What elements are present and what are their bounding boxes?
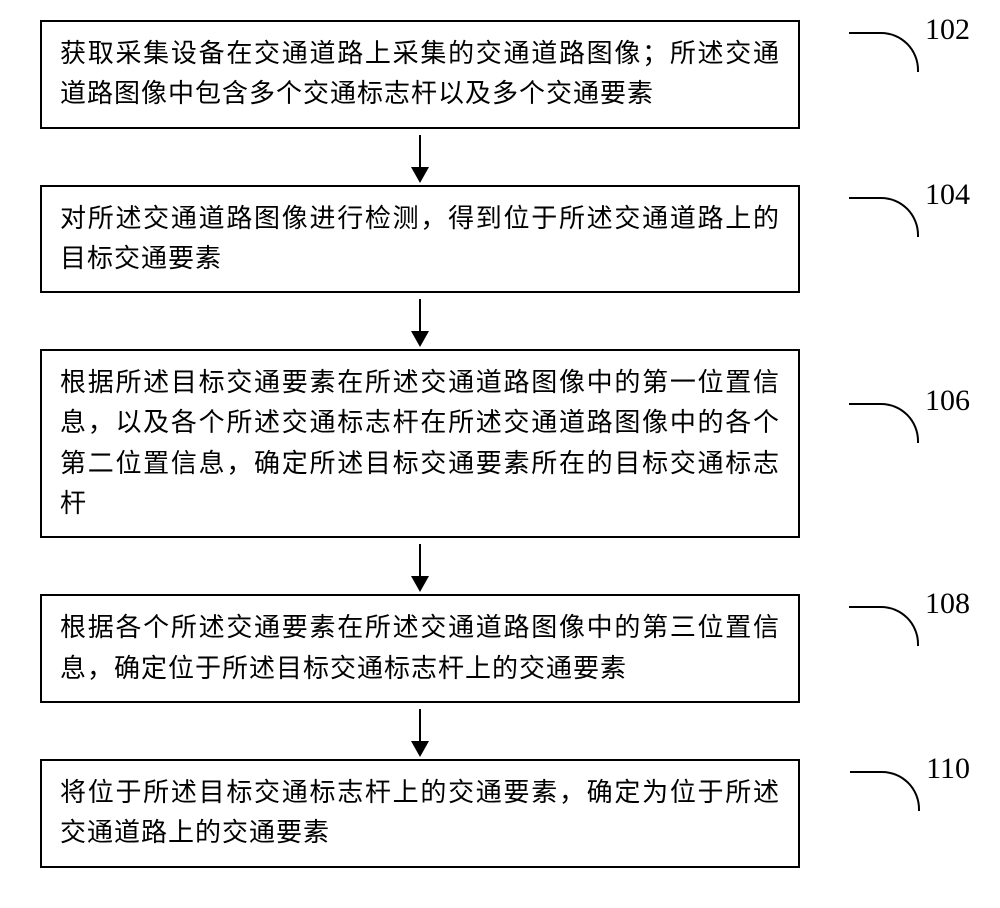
flowchart-step: 对所述交通道路图像进行检测，得到位于所述交通道路上的目标交通要素 104 bbox=[0, 185, 1000, 294]
step-label-connector: 106 bbox=[849, 399, 970, 443]
connector-curve bbox=[849, 197, 919, 237]
step-label: 106 bbox=[925, 384, 970, 418]
connector-curve bbox=[849, 32, 919, 72]
flowchart-step: 将位于所述目标交通标志杆上的交通要素，确定为位于所述交通道路上的交通要素 110 bbox=[0, 759, 1000, 868]
flowchart-container: 获取采集设备在交通道路上采集的交通道路图像；所述交通道路图像中包含多个交通标志杆… bbox=[0, 20, 1000, 868]
flowchart-step: 根据各个所述交通要素在所述交通道路图像中的第三位置信息，确定位于所述目标交通标志… bbox=[0, 594, 1000, 703]
step-label: 104 bbox=[925, 178, 970, 212]
step-label-connector: 102 bbox=[849, 28, 970, 72]
step-text: 根据所述目标交通要素在所述交通道路图像中的第一位置信息，以及各个所述交通标志杆在… bbox=[60, 363, 780, 524]
connector-curve bbox=[850, 771, 920, 811]
arrow-down-icon bbox=[40, 293, 800, 349]
step-label: 110 bbox=[926, 752, 970, 786]
connector-curve bbox=[849, 606, 919, 646]
step-text: 将位于所述目标交通标志杆上的交通要素，确定为位于所述交通道路上的交通要素 bbox=[60, 773, 780, 854]
step-label: 102 bbox=[925, 13, 970, 47]
step-label-connector: 108 bbox=[849, 602, 970, 646]
step-text: 对所述交通道路图像进行检测，得到位于所述交通道路上的目标交通要素 bbox=[60, 199, 780, 280]
arrow-down-icon bbox=[40, 703, 800, 759]
connector-curve bbox=[849, 403, 919, 443]
step-label-connector: 104 bbox=[849, 193, 970, 237]
step-box-108: 根据各个所述交通要素在所述交通道路图像中的第三位置信息，确定位于所述目标交通标志… bbox=[40, 594, 800, 703]
step-box-106: 根据所述目标交通要素在所述交通道路图像中的第一位置信息，以及各个所述交通标志杆在… bbox=[40, 349, 800, 538]
step-text: 获取采集设备在交通道路上采集的交通道路图像；所述交通道路图像中包含多个交通标志杆… bbox=[60, 34, 780, 115]
arrow-down-icon bbox=[40, 129, 800, 185]
arrow-down-icon bbox=[40, 538, 800, 594]
step-label-connector: 110 bbox=[850, 767, 970, 811]
step-label: 108 bbox=[925, 587, 970, 621]
flowchart-step: 根据所述目标交通要素在所述交通道路图像中的第一位置信息，以及各个所述交通标志杆在… bbox=[0, 349, 1000, 538]
step-box-110: 将位于所述目标交通标志杆上的交通要素，确定为位于所述交通道路上的交通要素 bbox=[40, 759, 800, 868]
step-text: 根据各个所述交通要素在所述交通道路图像中的第三位置信息，确定位于所述目标交通标志… bbox=[60, 608, 780, 689]
step-box-102: 获取采集设备在交通道路上采集的交通道路图像；所述交通道路图像中包含多个交通标志杆… bbox=[40, 20, 800, 129]
flowchart-step: 获取采集设备在交通道路上采集的交通道路图像；所述交通道路图像中包含多个交通标志杆… bbox=[0, 20, 1000, 129]
step-box-104: 对所述交通道路图像进行检测，得到位于所述交通道路上的目标交通要素 bbox=[40, 185, 800, 294]
